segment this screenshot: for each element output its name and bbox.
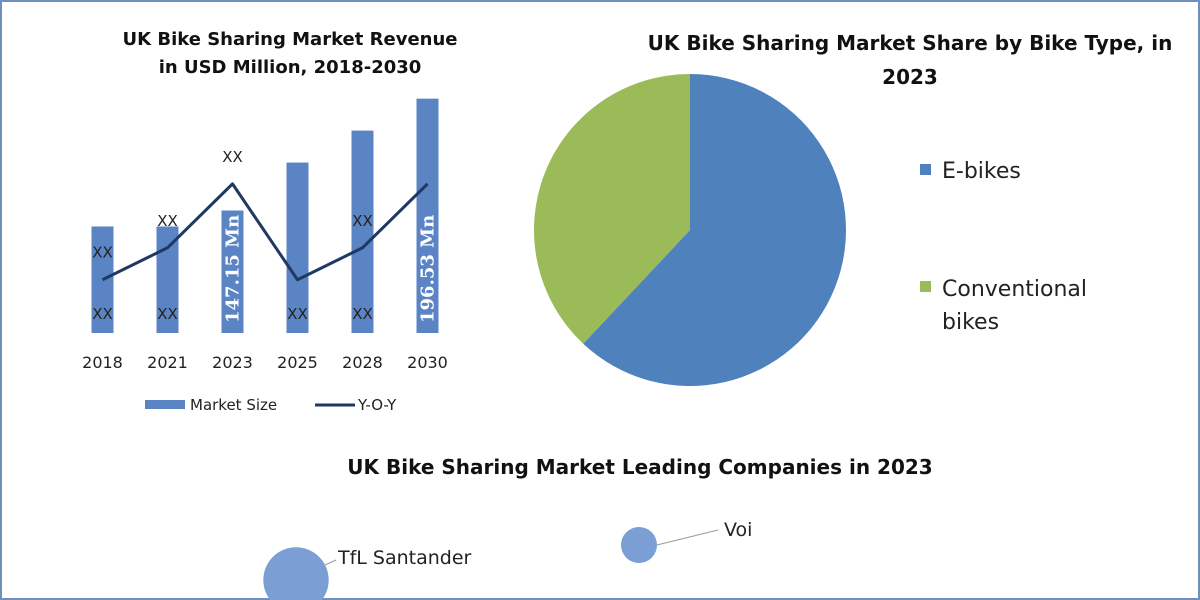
- bar-label-2018: XX: [92, 305, 113, 323]
- pie-slice-e-bikes: [583, 74, 846, 387]
- bar-2025: [286, 162, 309, 333]
- bubble-label-voi: Voi: [724, 519, 752, 541]
- bubble-tfl-santander: [263, 547, 329, 600]
- share-title-line-2: 2023: [882, 65, 938, 89]
- pie-legend-conventional-line-2: bikes: [942, 310, 999, 335]
- yoy-label-2021: XX: [157, 212, 178, 230]
- pie-legend-conventional-label: Conventional bikes: [942, 277, 1087, 335]
- bar-label-2021: XX: [157, 305, 178, 323]
- pie-slice-conventional-bikes: [533, 74, 690, 344]
- pie-legend-e-bikes-swatch: [920, 164, 931, 175]
- x-tick-2021: 2021: [147, 353, 188, 372]
- bar-value-label-2030: 196.53 Mn: [418, 215, 439, 323]
- companies-chart-title: UK Bike Sharing Market Leading Companies…: [347, 455, 933, 479]
- legend-market-size-swatch: [145, 400, 185, 409]
- x-tick-2025: 2025: [277, 353, 318, 372]
- legend-market-size-label: Market Size: [190, 396, 277, 414]
- yoy-label-2028: XX: [352, 212, 373, 230]
- bar-value-label-2023: 147.15 Mn: [223, 215, 244, 323]
- bar-2028: [351, 130, 374, 333]
- share-chart-title: UK Bike Sharing Market Share by Bike Typ…: [630, 26, 1190, 94]
- bubble-voi: [621, 527, 657, 563]
- bar-2030: [416, 98, 439, 333]
- bar-2021: [156, 226, 179, 333]
- pie-legend-conventional-line-1: Conventional: [942, 277, 1087, 302]
- bar-label-2028: XX: [352, 305, 373, 323]
- yoy-label-2018: XX: [92, 244, 113, 262]
- revenue-title-line-2: in USD Million, 2018-2030: [158, 57, 422, 78]
- x-tick-2023: 2023: [212, 353, 253, 372]
- yoy-label-2023: XX: [222, 148, 243, 166]
- bubble-leader-voi: [656, 529, 719, 546]
- revenue-chart-title: UK Bike Sharing Market Revenue in USD Mi…: [60, 26, 520, 82]
- revenue-title-line-1: UK Bike Sharing Market Revenue: [122, 29, 458, 50]
- bar-label-2025: XX: [287, 305, 308, 323]
- x-tick-2030: 2030: [407, 353, 448, 372]
- pie-legend-conventional-swatch: [920, 281, 931, 292]
- bubble-label-tfl-santander: TfL Santander: [337, 547, 472, 569]
- x-tick-2028: 2028: [342, 353, 383, 372]
- bubble-leader-tfl-santander: [324, 559, 337, 566]
- share-title-line-1: UK Bike Sharing Market Share by Bike Typ…: [647, 31, 1173, 55]
- bike-type-pie-chart: E-bikes Conventional bikes: [533, 74, 1087, 387]
- revenue-bar-line-chart: XX 2018 XX 2021 147.15 Mn 2023 XX 2025 XX 2028 196…: [82, 98, 448, 414]
- pie-legend-e-bikes-label: E-bikes: [942, 159, 1021, 184]
- bar-2023: [221, 210, 244, 333]
- x-tick-2018: 2018: [82, 353, 123, 372]
- legend-yoy-label: Y-O-Y: [357, 396, 397, 414]
- yoy-line: [101, 182, 429, 282]
